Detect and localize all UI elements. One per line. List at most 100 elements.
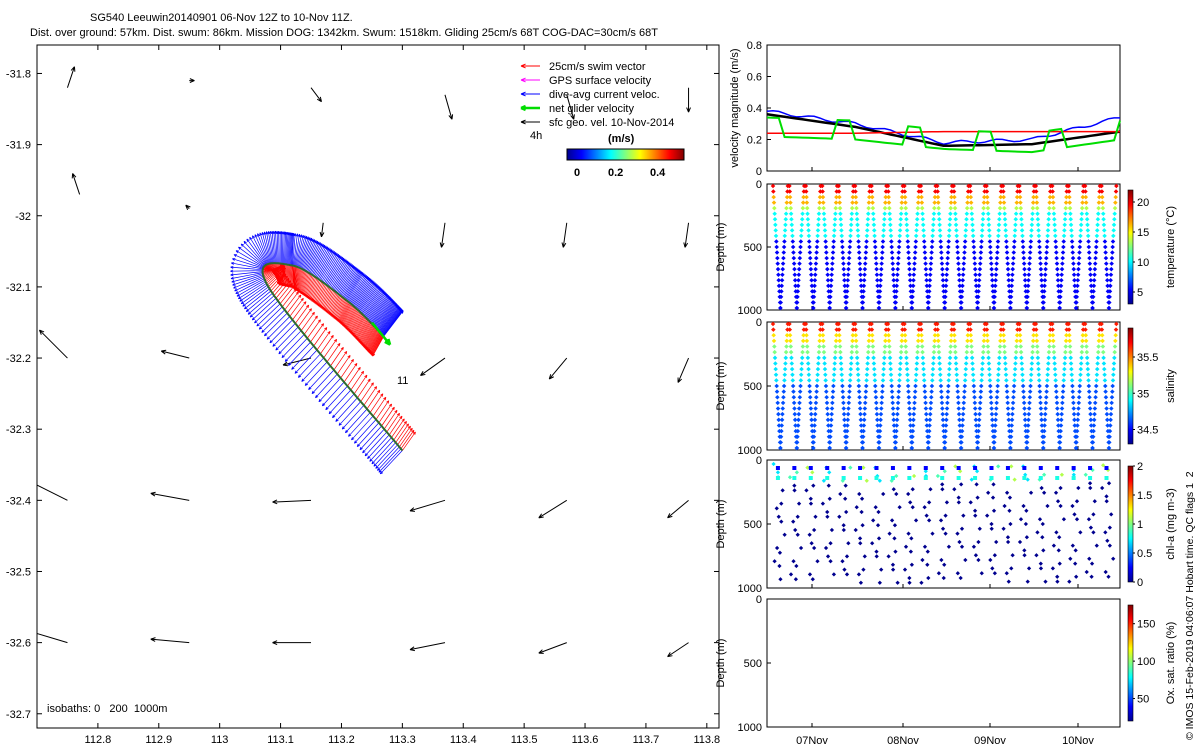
profile-marker xyxy=(1070,250,1076,255)
profile-marker xyxy=(773,366,778,372)
profile-marker xyxy=(797,395,803,400)
current-vector xyxy=(344,408,368,434)
profile-marker xyxy=(862,266,868,272)
profile-marker xyxy=(944,278,949,283)
profile-marker xyxy=(799,361,805,366)
current-vector xyxy=(269,319,293,344)
current-vector xyxy=(257,233,270,264)
temperature-profiles xyxy=(770,183,1119,311)
profile-marker xyxy=(775,266,781,272)
profile-marker xyxy=(791,395,797,400)
geostrophic-vector xyxy=(439,222,446,248)
profile-marker xyxy=(1044,244,1050,250)
profile-marker xyxy=(789,361,795,366)
profile-marker xyxy=(1071,272,1077,277)
profile-marker xyxy=(840,255,846,261)
profile-marker xyxy=(795,434,800,439)
profile-marker xyxy=(799,366,804,372)
depth-y-tick-label: 0 xyxy=(756,594,762,606)
profile-marker xyxy=(792,278,798,283)
date-tick-label: 08Nov xyxy=(887,735,919,747)
chlorophyll-colorbar-label: chl-a (mg m-3) xyxy=(1165,488,1177,560)
current-vector xyxy=(261,309,285,333)
profile-marker xyxy=(800,344,806,349)
profile-marker xyxy=(975,294,981,300)
current-vector xyxy=(233,254,264,268)
depth-y-tick-label: 500 xyxy=(744,242,762,254)
profile-marker xyxy=(1060,261,1065,266)
profile-marker xyxy=(784,344,789,349)
x-tick-label: 112.9 xyxy=(145,734,172,746)
profile-marker xyxy=(1038,272,1044,277)
geostrophic-vector xyxy=(683,222,690,248)
chl-surface-marker xyxy=(825,476,830,480)
current-vector xyxy=(230,271,263,277)
profile-marker xyxy=(1083,189,1088,194)
swim-vector xyxy=(369,393,384,413)
current-vector xyxy=(362,428,385,454)
profile-marker xyxy=(1095,222,1100,228)
chl-surface-marker xyxy=(1071,476,1076,480)
profile-marker xyxy=(780,266,786,272)
profile-marker xyxy=(1067,205,1073,211)
profile-marker xyxy=(1039,278,1044,283)
chl-surface-marker xyxy=(1038,466,1043,470)
current-vector xyxy=(239,283,267,302)
profile-marker xyxy=(890,261,895,266)
profile-marker xyxy=(782,378,787,383)
profile-marker xyxy=(1043,261,1049,266)
colorbar-ramp xyxy=(566,148,685,161)
profile-marker xyxy=(797,400,802,406)
current-vector xyxy=(291,345,314,370)
y-tick-label: -32.5 xyxy=(6,566,31,578)
current-vector xyxy=(301,357,324,382)
profile-marker xyxy=(789,355,794,361)
profile-marker xyxy=(794,440,800,445)
current-vector xyxy=(244,288,270,310)
chl-surface-marker xyxy=(1005,476,1010,480)
salinity-colorbar-label: salinity xyxy=(1165,369,1177,403)
profile-marker xyxy=(1063,211,1068,216)
profile-marker xyxy=(1069,233,1075,239)
chl-surface-marker xyxy=(874,466,879,470)
profile-marker xyxy=(1074,294,1080,300)
profile-marker xyxy=(790,383,796,389)
current-vector xyxy=(304,361,328,386)
profile-marker xyxy=(1067,200,1072,205)
net-glider-velocity-arrow xyxy=(371,321,392,346)
profile-marker xyxy=(797,255,803,261)
glider-track-line xyxy=(261,262,404,452)
geostrophic-vector xyxy=(185,204,191,210)
profile-marker xyxy=(910,283,916,289)
profile-marker xyxy=(1083,194,1089,200)
profile-marker xyxy=(1107,300,1112,305)
profile-marker xyxy=(1080,194,1086,200)
profile-marker xyxy=(959,300,964,305)
profile-marker xyxy=(1022,266,1027,272)
colorbar-tick-0: 0 xyxy=(574,167,580,179)
depth-y-label: Depth (m) xyxy=(715,500,727,549)
profile-marker xyxy=(776,417,781,423)
profile-marker xyxy=(924,283,930,289)
swim-vector xyxy=(393,421,407,441)
profile-marker xyxy=(794,305,800,311)
profile-marker xyxy=(825,278,831,283)
profile-marker xyxy=(1103,250,1108,255)
x-tick-label: 113 xyxy=(211,734,229,746)
current-vector xyxy=(383,310,404,337)
geostrophic-vector xyxy=(160,349,190,359)
profile-marker xyxy=(1109,261,1114,266)
profile-marker xyxy=(857,266,863,272)
current-vector xyxy=(235,250,264,268)
geostrophic-vectors xyxy=(37,66,691,658)
profile-marker xyxy=(795,283,801,289)
profile-marker xyxy=(878,283,883,289)
profile-marker xyxy=(994,261,999,266)
profile-marker xyxy=(780,400,786,406)
profile-marker xyxy=(1036,233,1042,239)
profile-marker xyxy=(1053,244,1059,250)
profile-marker xyxy=(862,261,868,266)
current-vector xyxy=(321,381,345,407)
current-vector xyxy=(243,240,266,266)
current-vector xyxy=(359,425,382,451)
